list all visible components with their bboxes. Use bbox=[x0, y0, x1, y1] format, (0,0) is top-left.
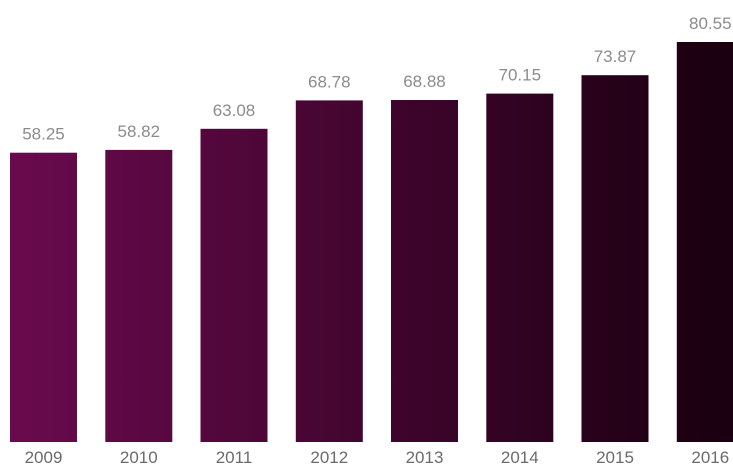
x-tick-label-2010: 2010 bbox=[120, 448, 158, 467]
value-label-2011: 63.08 bbox=[213, 101, 256, 120]
value-label-2016: 80.55 bbox=[689, 14, 732, 33]
value-label-2015: 73.87 bbox=[594, 47, 637, 66]
bar-2012 bbox=[295, 100, 363, 443]
value-label-2010: 58.82 bbox=[118, 122, 161, 141]
x-tick-label-2014: 2014 bbox=[501, 448, 539, 467]
x-tick-label-2013: 2013 bbox=[406, 448, 444, 467]
value-label-2014: 70.15 bbox=[499, 66, 542, 85]
x-tick-label-2015: 2015 bbox=[596, 448, 634, 467]
bars-layer bbox=[10, 42, 733, 443]
x-tick-label-2012: 2012 bbox=[310, 448, 348, 467]
x-tick-label-2016: 2016 bbox=[691, 448, 729, 467]
x-tick-label-2009: 2009 bbox=[25, 448, 63, 467]
value-label-2013: 68.88 bbox=[403, 72, 446, 91]
bar-2013 bbox=[391, 100, 458, 442]
value-label-2009: 58.25 bbox=[22, 125, 65, 144]
bar-2015 bbox=[581, 75, 649, 442]
bar-2014 bbox=[486, 93, 554, 442]
bar-2009 bbox=[10, 152, 77, 442]
value-labels-layer: 58.25 58.82 63.08 68.78 68.88 70.15 73.87 80.55 bbox=[22, 14, 731, 144]
x-tick-label-2011: 2011 bbox=[216, 448, 253, 467]
value-label-2012: 68.78 bbox=[308, 72, 351, 91]
bar-2016 bbox=[676, 42, 733, 442]
bar-2011 bbox=[200, 128, 268, 443]
x-axis-tick-labels: 2009 2010 2011 2012 2013 2014 2015 2016 bbox=[25, 448, 730, 467]
bar-2010 bbox=[105, 149, 173, 442]
